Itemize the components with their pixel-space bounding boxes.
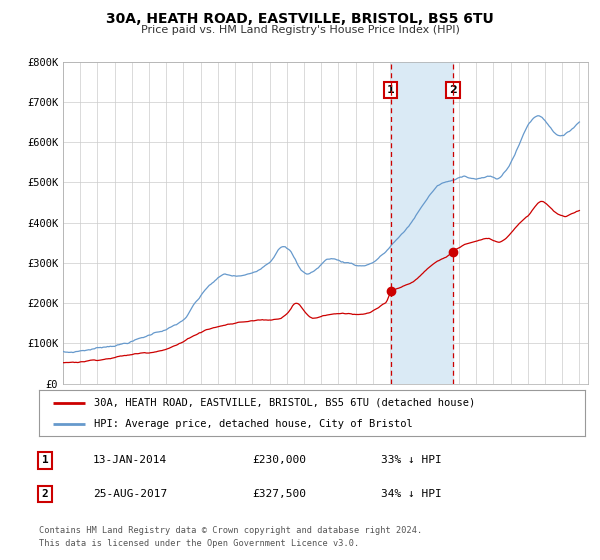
Text: 30A, HEATH ROAD, EASTVILLE, BRISTOL, BS5 6TU (detached house): 30A, HEATH ROAD, EASTVILLE, BRISTOL, BS5… <box>94 398 475 408</box>
Text: Price paid vs. HM Land Registry's House Price Index (HPI): Price paid vs. HM Land Registry's House … <box>140 25 460 35</box>
Text: £327,500: £327,500 <box>252 489 306 499</box>
Text: 2: 2 <box>41 489 49 499</box>
Text: £230,000: £230,000 <box>252 455 306 465</box>
Bar <box>391 62 453 384</box>
Text: This data is licensed under the Open Government Licence v3.0.: This data is licensed under the Open Gov… <box>39 539 359 548</box>
Text: 30A, HEATH ROAD, EASTVILLE, BRISTOL, BS5 6TU: 30A, HEATH ROAD, EASTVILLE, BRISTOL, BS5… <box>106 12 494 26</box>
Text: 33% ↓ HPI: 33% ↓ HPI <box>381 455 442 465</box>
Text: 13-JAN-2014: 13-JAN-2014 <box>93 455 167 465</box>
Text: 34% ↓ HPI: 34% ↓ HPI <box>381 489 442 499</box>
Text: 1: 1 <box>41 455 49 465</box>
Text: 2: 2 <box>449 85 457 95</box>
Text: 25-AUG-2017: 25-AUG-2017 <box>93 489 167 499</box>
Text: HPI: Average price, detached house, City of Bristol: HPI: Average price, detached house, City… <box>94 419 412 429</box>
Text: 1: 1 <box>387 85 395 95</box>
Text: Contains HM Land Registry data © Crown copyright and database right 2024.: Contains HM Land Registry data © Crown c… <box>39 526 422 535</box>
